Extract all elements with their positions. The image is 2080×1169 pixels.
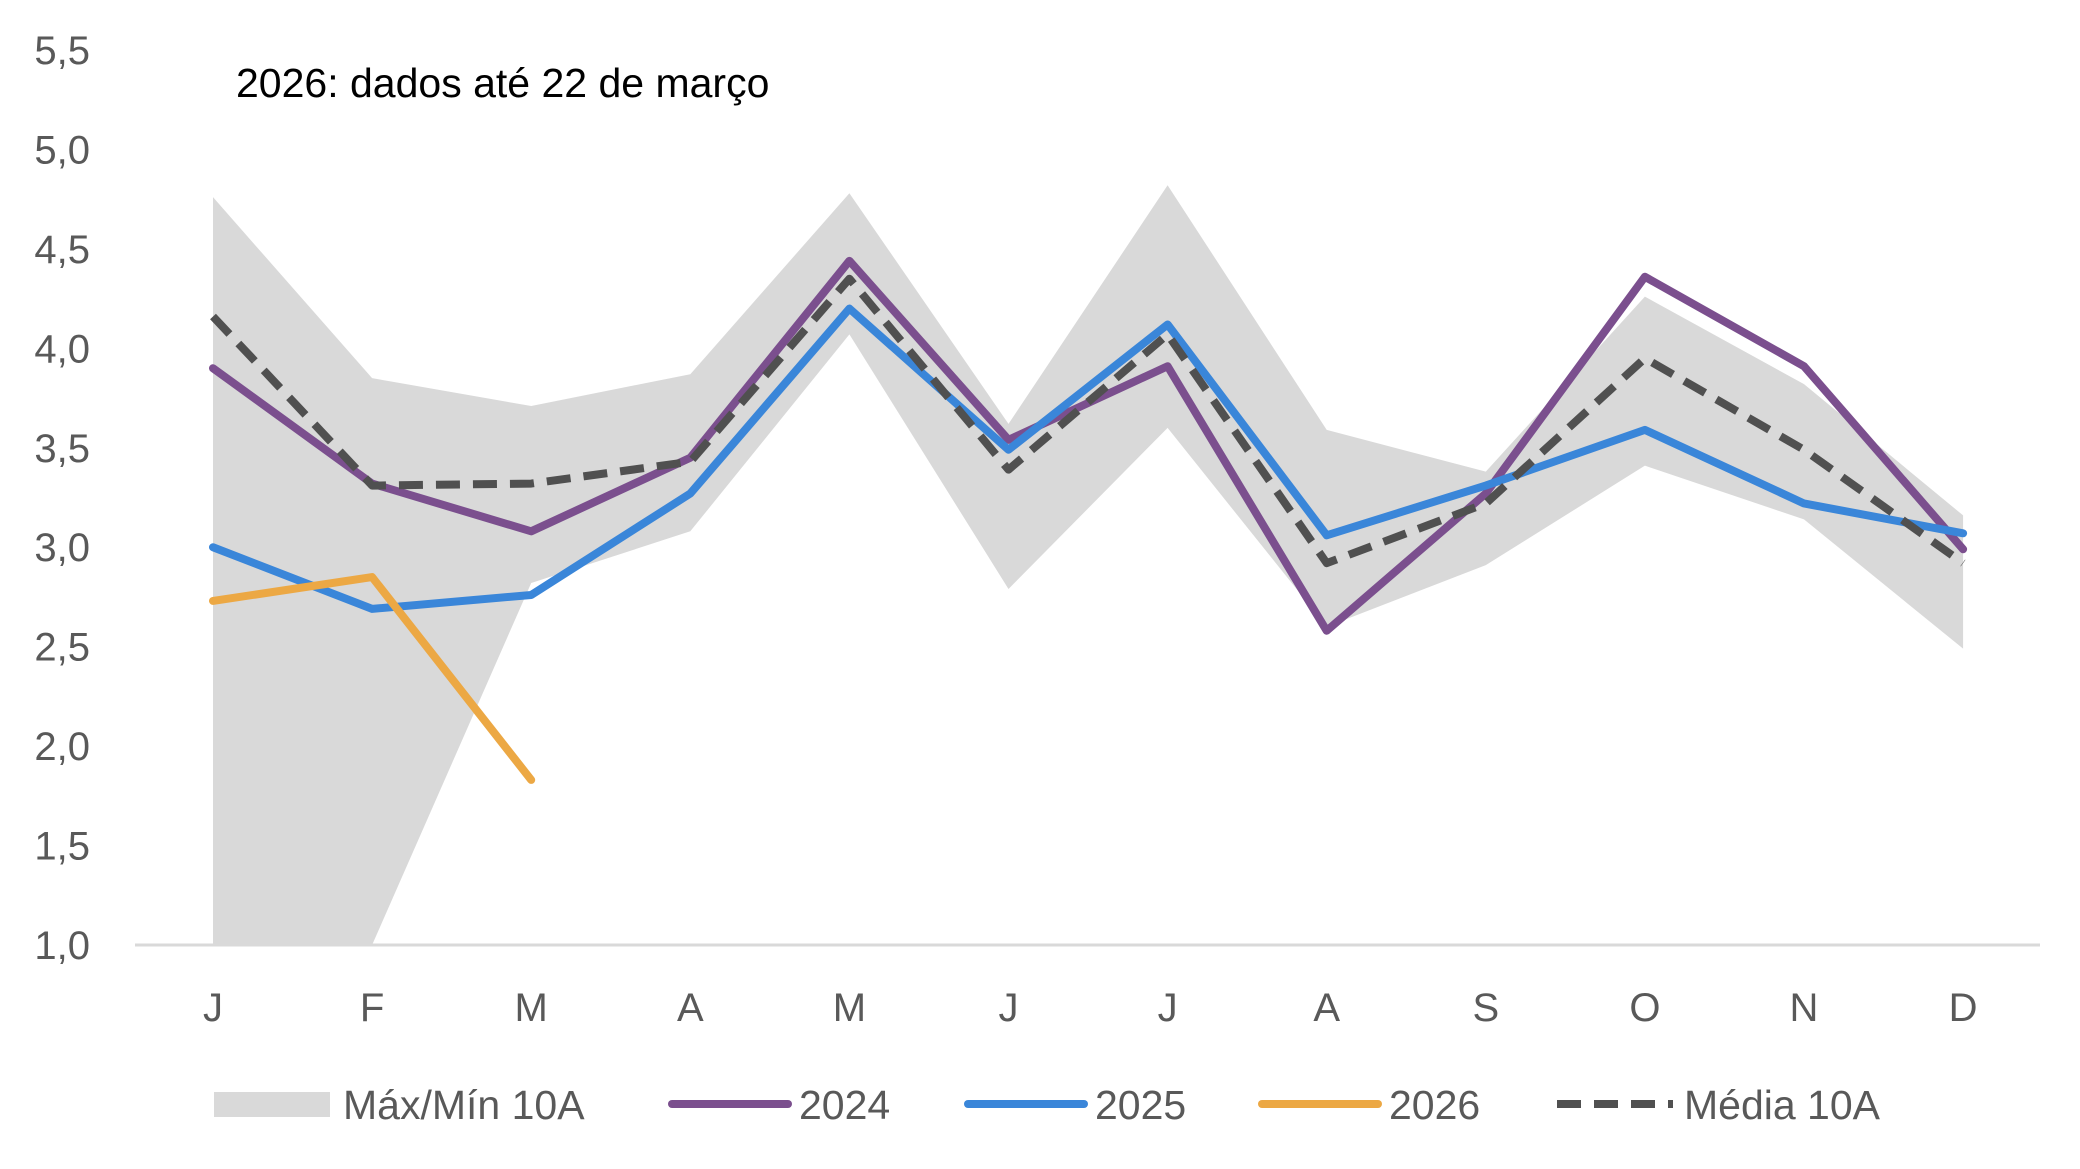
legend-label-media: Média 10A [1684,1082,1881,1128]
series-line-2025 [209,304,1968,613]
y-tick-label: 5,0 [34,128,90,172]
series-line-2026 [209,573,536,784]
y-tick-label: 3,0 [34,526,90,570]
y-tick-label: 2,0 [34,725,90,769]
chart-annotation: 2026: dados até 22 de março [236,60,769,106]
legend-label-2025: 2025 [1095,1082,1186,1128]
x-tick-label: J [203,986,223,1030]
band-layer [213,185,1964,945]
y-tick-label: 5,5 [34,29,90,73]
x-tick-label: D [1949,986,1978,1030]
legend-label-band: Máx/Mín 10A [343,1082,585,1128]
x-tick-label: F [360,986,384,1030]
series-layer [209,256,1968,784]
y-tick-label: 2,5 [34,626,90,670]
legend-swatch-band [214,1092,330,1117]
y-tick-label: 3,5 [34,427,90,471]
x-tick-label: S [1472,986,1499,1030]
x-tick-label: J [999,986,1019,1030]
legend: Máx/Mín 10A 2024 2025 2026 Média 10A [214,1082,1881,1128]
x-tick-label: M [515,986,548,1030]
x-tick-label: A [677,986,704,1030]
x-tick-label: M [833,986,866,1030]
y-axis-ticks: 1,0 1,5 2,0 2,5 3,0 3,5 4,0 4,5 5,0 5,5 [34,29,90,968]
y-tick-label: 1,0 [34,924,90,968]
band-max-min-area [213,185,1964,945]
x-tick-label: N [1790,986,1819,1030]
y-tick-label: 4,5 [34,228,90,272]
x-tick-label: O [1629,986,1660,1030]
series-line-2024 [209,256,1968,635]
x-tick-label: J [1158,986,1178,1030]
x-tick-label: A [1313,986,1340,1030]
series-line-media-10a [210,274,1966,568]
y-tick-label: 1,5 [34,825,90,869]
legend-label-2024: 2024 [799,1082,890,1128]
y-tick-label: 4,0 [34,327,90,371]
legend-label-2026: 2026 [1389,1082,1480,1128]
